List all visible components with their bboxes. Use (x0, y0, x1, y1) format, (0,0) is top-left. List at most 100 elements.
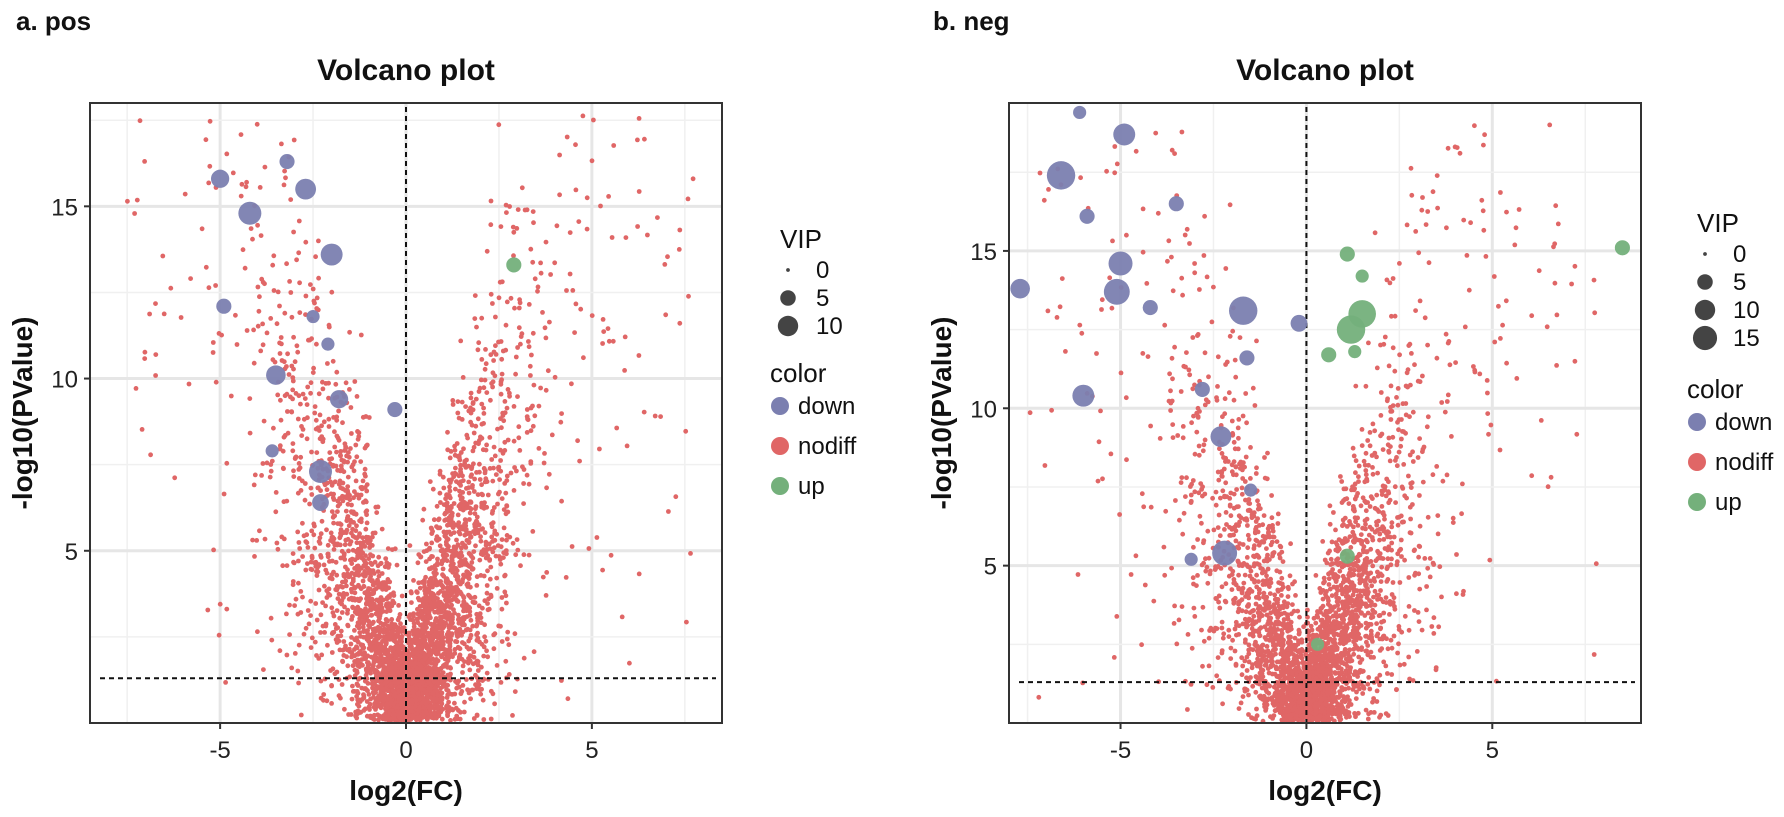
nodiff-point (461, 446, 466, 452)
nodiff-point (445, 639, 450, 644)
nodiff-point (464, 677, 469, 682)
nodiff-point (342, 557, 348, 562)
nodiff-point (411, 578, 416, 583)
nodiff-point (345, 571, 350, 577)
nodiff-point (460, 615, 466, 621)
nodiff-point (504, 210, 509, 216)
nodiff-point (372, 652, 378, 658)
nodiff-point (1172, 151, 1177, 157)
nodiff-point (427, 594, 433, 600)
nodiff-point (1378, 390, 1384, 395)
nodiff-point (331, 415, 336, 420)
nodiff-point (480, 492, 485, 498)
nodiff-point (411, 624, 417, 630)
nodiff-point (1202, 350, 1208, 356)
nodiff-point (543, 593, 549, 598)
nodiff-point (285, 409, 290, 414)
down-point (312, 494, 329, 511)
nodiff-point (452, 595, 458, 601)
nodiff-point (348, 517, 353, 523)
nodiff-point (636, 353, 642, 358)
nodiff-point (440, 549, 446, 555)
nodiff-point (489, 521, 494, 527)
nodiff-point (450, 620, 455, 626)
nodiff-point (364, 589, 370, 594)
nodiff-point (460, 619, 466, 624)
nodiff-point (338, 584, 343, 589)
nodiff-point (1210, 685, 1216, 690)
nodiff-point (457, 646, 463, 652)
nodiff-point (666, 509, 671, 514)
nodiff-point (498, 680, 504, 685)
nodiff-point (491, 646, 497, 652)
nodiff-point (242, 265, 248, 271)
nodiff-point (354, 694, 359, 699)
nodiff-point (526, 302, 532, 307)
nodiff-point (1222, 396, 1228, 402)
nodiff-point (474, 713, 480, 718)
nodiff-point (491, 545, 497, 551)
nodiff-point (347, 329, 352, 335)
nodiff-point (238, 193, 244, 199)
nodiff-point (608, 552, 614, 558)
nodiff-point (473, 543, 478, 549)
nodiff-point (512, 305, 517, 311)
legend-size-label: 5 (816, 285, 829, 312)
nodiff-point (318, 553, 323, 558)
nodiff-point (318, 612, 324, 618)
nodiff-point (314, 617, 320, 623)
nodiff-point (415, 560, 421, 566)
nodiff-point (408, 589, 414, 595)
nodiff-point (370, 553, 376, 559)
nodiff-point (426, 659, 432, 665)
nodiff-point (421, 650, 427, 656)
nodiff-point (1179, 275, 1185, 281)
nodiff-point (338, 463, 344, 469)
nodiff-point (427, 666, 433, 671)
nodiff-point (577, 458, 582, 464)
nodiff-point (459, 656, 465, 662)
nodiff-point (153, 301, 158, 306)
nodiff-point (451, 474, 457, 480)
nodiff-point (432, 711, 437, 717)
nodiff-point (370, 598, 375, 603)
nodiff-point (323, 381, 329, 386)
nodiff-point (455, 399, 461, 404)
nodiff-point (1185, 707, 1190, 712)
nodiff-point (345, 567, 350, 573)
nodiff-point (445, 585, 450, 591)
nodiff-point (339, 548, 345, 554)
nodiff-point (521, 655, 527, 661)
nodiff-point (511, 404, 517, 409)
nodiff-point (466, 540, 472, 546)
nodiff-point (356, 430, 362, 436)
nodiff-point (414, 665, 420, 671)
nodiff-point (303, 239, 309, 245)
nodiff-point (425, 618, 430, 624)
nodiff-point (1189, 645, 1195, 651)
nodiff-point (567, 271, 573, 277)
nodiff-point (1277, 543, 1283, 549)
nodiff-point (464, 644, 470, 650)
nodiff-point (641, 409, 647, 415)
nodiff-point (269, 637, 275, 643)
nodiff-point (480, 605, 485, 611)
nodiff-point (370, 716, 376, 722)
nodiff-point (512, 689, 518, 694)
nodiff-point (484, 590, 490, 596)
nodiff-point (642, 136, 647, 142)
nodiff-point (366, 618, 372, 624)
nodiff-point (372, 681, 377, 687)
down-point (329, 390, 349, 409)
nodiff-point (356, 625, 362, 631)
nodiff-point (296, 580, 301, 586)
nodiff-point (491, 465, 496, 471)
nodiff-point (399, 625, 405, 631)
nodiff-point (1142, 582, 1148, 588)
nodiff-point (290, 441, 296, 446)
nodiff-point (1389, 524, 1395, 530)
nodiff-point (312, 404, 318, 409)
nodiff-point (324, 487, 330, 493)
nodiff-point (438, 500, 443, 505)
